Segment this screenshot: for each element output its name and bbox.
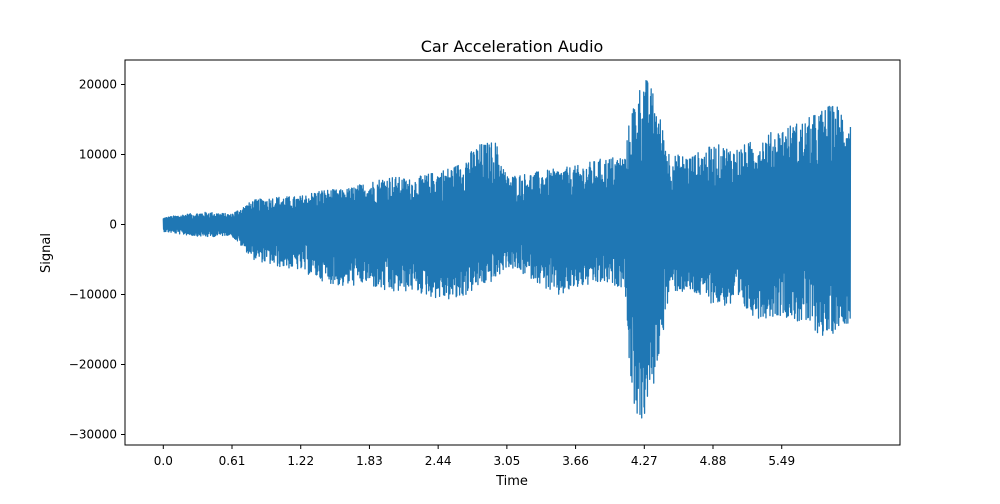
y-tick-label: 10000 (79, 148, 117, 162)
x-tick-label: 1.22 (287, 454, 314, 468)
x-tick-label: 0.61 (219, 454, 246, 468)
x-tick-label: 3.05 (494, 454, 521, 468)
x-tick-label: 3.66 (562, 454, 589, 468)
y-tick-label: 20000 (79, 78, 117, 92)
chart-title: Car Acceleration Audio (421, 37, 604, 56)
y-axis: −30000 −20000 −10000 0 10000 20000 (69, 78, 125, 442)
x-tick-label: 0.0 (154, 454, 173, 468)
x-tick-label: 1.83 (356, 454, 383, 468)
x-tick-label: 2.44 (425, 454, 452, 468)
y-axis-label: Signal (39, 233, 54, 273)
series-line (162, 80, 852, 419)
x-axis: 0.0 0.61 1.22 1.83 2.44 3.05 3.66 4.27 4.88 5.49 (154, 445, 795, 468)
x-tick-label: 5.49 (768, 454, 795, 468)
x-tick-label: 4.27 (631, 454, 658, 468)
x-axis-label: Time (495, 474, 528, 489)
x-tick-label: 4.88 (700, 454, 727, 468)
y-tick-label: −10000 (69, 288, 117, 302)
y-tick-label: 0 (109, 218, 117, 232)
y-tick-label: −20000 (69, 358, 117, 372)
plot-area (162, 80, 852, 419)
plot-frame (124, 59, 901, 446)
y-tick-label: −30000 (69, 428, 117, 442)
